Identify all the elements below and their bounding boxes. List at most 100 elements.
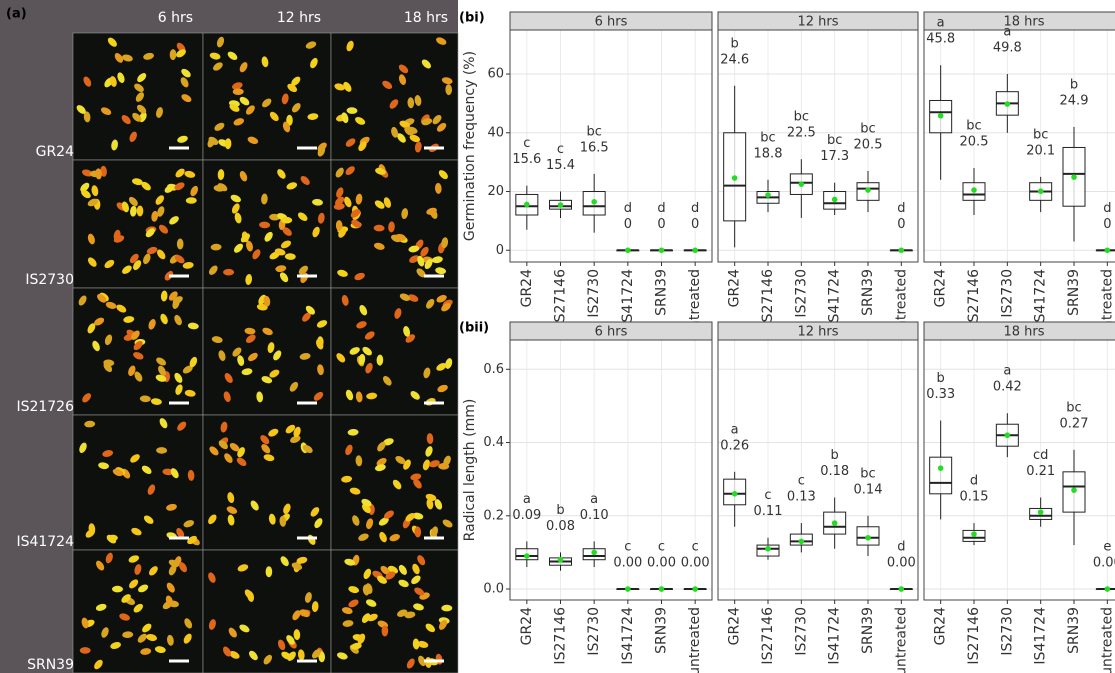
x-tick-label: IS27146 <box>966 269 982 327</box>
mean-point <box>798 538 805 545</box>
value-label: 0.33 <box>926 387 955 402</box>
seed <box>280 556 289 567</box>
seed <box>297 649 305 661</box>
seed <box>130 205 137 217</box>
seed <box>423 367 431 379</box>
seed <box>358 353 366 365</box>
significance-letter: b <box>937 371 945 386</box>
seed <box>344 558 356 566</box>
seed <box>299 609 310 618</box>
seed <box>159 418 168 429</box>
x-tick-label: IS41724 <box>620 269 636 327</box>
mean-point <box>591 549 597 556</box>
value-label: 0.15 <box>960 490 989 505</box>
seed <box>410 473 422 481</box>
seed <box>133 260 142 271</box>
seed <box>409 255 420 263</box>
seed <box>134 371 143 382</box>
seed <box>426 433 434 445</box>
seed <box>184 618 193 629</box>
seed <box>373 224 385 232</box>
seed <box>382 80 393 90</box>
mean-point <box>692 247 698 254</box>
seed <box>261 376 273 384</box>
seed <box>281 93 289 105</box>
seed <box>128 365 136 377</box>
seed <box>149 566 158 576</box>
seed <box>249 650 258 661</box>
x-tick-label: SRN39 <box>860 607 876 654</box>
seed <box>380 565 390 575</box>
seed <box>246 240 253 252</box>
seed <box>442 519 453 528</box>
seed <box>376 354 384 366</box>
seed <box>226 506 238 514</box>
seed <box>151 210 159 222</box>
seed <box>298 265 309 275</box>
value-label: 0.26 <box>720 438 749 453</box>
x-tick-label: SRN39 <box>654 269 670 316</box>
seed <box>184 389 196 397</box>
value-label: 0.00 <box>681 556 710 571</box>
mean-point <box>731 175 738 181</box>
seed <box>313 391 324 401</box>
seed <box>424 258 433 270</box>
seed <box>217 183 228 192</box>
seed <box>414 141 422 153</box>
seed <box>94 659 103 670</box>
seed <box>92 340 100 352</box>
seed <box>180 77 189 88</box>
mean-point <box>1004 101 1011 107</box>
value-label: 17.3 <box>820 149 849 164</box>
seed <box>364 331 375 340</box>
seed <box>263 654 273 665</box>
micrograph-background <box>72 287 204 416</box>
micrograph <box>72 549 204 673</box>
seed <box>105 301 117 309</box>
seed <box>277 639 286 651</box>
seed <box>168 559 180 568</box>
seed <box>412 638 420 650</box>
significance-letter: d <box>691 201 699 216</box>
plot-area <box>510 340 712 600</box>
x-tick-label: GR24 <box>727 269 743 307</box>
seed <box>403 326 411 337</box>
seed <box>172 298 180 309</box>
value-label: 0.14 <box>854 482 883 497</box>
seed <box>95 560 105 571</box>
seed <box>233 118 245 126</box>
seed <box>358 533 369 541</box>
seed <box>335 167 344 178</box>
seed <box>236 457 247 467</box>
x-tick-label: IS27146 <box>760 269 776 327</box>
seed <box>119 613 130 621</box>
seed <box>312 198 323 206</box>
seed <box>383 438 394 446</box>
seed <box>139 395 151 403</box>
seed <box>445 84 453 96</box>
facet-title: 6 hrs <box>595 325 628 340</box>
seed <box>305 305 316 315</box>
seed <box>414 95 422 106</box>
facet-title: 18 hrs <box>1003 325 1044 340</box>
seed <box>237 355 245 366</box>
significance-letter: c <box>624 540 631 555</box>
seed <box>341 607 353 615</box>
seed <box>275 265 287 272</box>
seed <box>117 72 125 83</box>
significance-letter: d <box>897 540 905 555</box>
seed <box>187 469 195 481</box>
seed <box>166 503 177 511</box>
seed <box>247 136 259 144</box>
value-label: 0 <box>624 217 632 232</box>
seed <box>316 320 328 328</box>
seed <box>302 312 311 322</box>
plot-border <box>509 29 713 263</box>
seed <box>229 442 240 452</box>
value-label: 0.18 <box>820 464 849 479</box>
seed <box>414 526 422 538</box>
seed <box>156 107 163 118</box>
seed <box>208 619 216 630</box>
seed <box>112 468 124 477</box>
